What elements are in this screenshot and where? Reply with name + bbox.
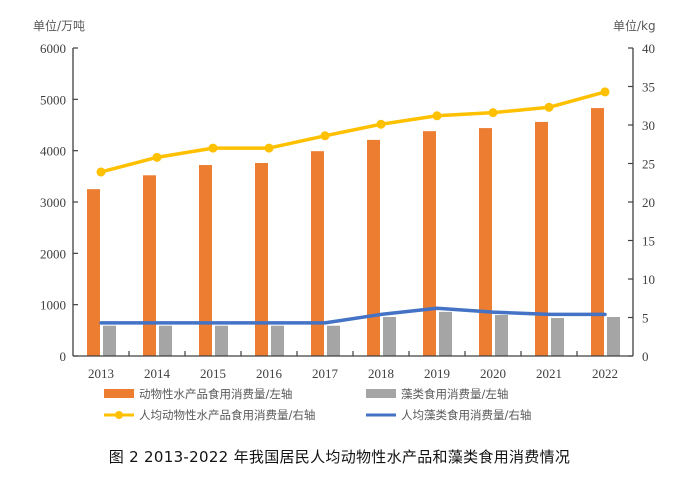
x-axis-tick-label: 2013 [88, 366, 114, 381]
bar-animal-aquatic [311, 151, 324, 356]
x-axis-tick-label: 2016 [256, 366, 283, 381]
legend: 动物性水产品食用消费量/左轴 藻类食用消费量/左轴人均动物性水产品食用消费量/右轴… [104, 387, 531, 422]
x-axis: 2013 2014 2015 2016 2017 2018 2019 2020 2021 2022 [73, 351, 633, 381]
legend-swatch-marker [115, 411, 123, 419]
x-axis-tick-label: 2021 [536, 366, 562, 381]
line-marker-per-capita-animal-aquatic [208, 143, 218, 153]
left-axis-tick-label: 4000 [40, 144, 66, 159]
left-axis-tick-label: 3000 [40, 195, 66, 210]
line-marker-per-capita-animal-aquatic [320, 131, 330, 141]
bar-algae [551, 318, 564, 356]
left-axis-unit-label: 单位/万吨 [33, 18, 85, 33]
bars [87, 108, 620, 356]
right-axis-tick-label: 0 [642, 349, 649, 364]
line-marker-per-capita-animal-aquatic [488, 108, 498, 118]
right-axis-tick-label: 15 [642, 234, 655, 249]
left-axis: 0 1000 2000 3000 4000 5000 6000 [40, 41, 78, 364]
line-per-capita-algae [99, 306, 607, 325]
bar-algae [159, 325, 172, 356]
bar-animal-aquatic [535, 121, 548, 356]
bar-algae [215, 325, 228, 356]
line-marker-per-capita-animal-aquatic [544, 102, 554, 112]
bar-algae [607, 316, 620, 356]
line-marker-per-capita-animal-aquatic [600, 87, 610, 97]
bar-algae [383, 316, 396, 356]
bar-algae [103, 325, 116, 356]
line-marker-per-capita-animal-aquatic [96, 167, 106, 177]
bar-algae [327, 325, 340, 356]
x-axis-tick-label: 2018 [368, 366, 394, 381]
x-axis-tick-label: 2014 [144, 366, 171, 381]
right-axis-tick-label: 20 [642, 195, 655, 210]
right-axis-tick-label: 10 [642, 272, 655, 287]
bar-animal-aquatic [367, 139, 380, 356]
bar-animal-aquatic [87, 189, 100, 356]
x-axis-tick-label: 2020 [480, 366, 506, 381]
right-axis-unit-label: 单位/kg [613, 18, 656, 33]
right-axis-tick-label: 40 [642, 41, 655, 56]
right-axis-tick-label: 30 [642, 118, 655, 133]
legend-swatch-bar [366, 389, 396, 398]
bar-animal-aquatic [199, 165, 212, 356]
line-marker-per-capita-animal-aquatic [376, 119, 386, 129]
lines [96, 87, 610, 325]
bar-animal-aquatic [423, 131, 436, 356]
right-axis-tick-label: 5 [642, 311, 649, 326]
x-axis-tick-label: 2022 [592, 366, 618, 381]
right-axis-tick-label: 25 [642, 157, 655, 172]
x-axis-tick-label: 2017 [312, 366, 339, 381]
bar-animal-aquatic [479, 128, 492, 356]
left-axis-tick-label: 5000 [40, 92, 66, 107]
legend-label: 动物性水产品食用消费量/左轴 [139, 387, 292, 401]
x-axis-tick-label: 2015 [200, 366, 226, 381]
right-axis-tick-label: 35 [642, 80, 655, 95]
line-marker-per-capita-animal-aquatic [152, 152, 162, 162]
legend-label: 人均动物性水产品食用消费量/右轴 [139, 408, 315, 422]
line-marker-per-capita-animal-aquatic [432, 111, 442, 121]
bar-algae [439, 311, 452, 356]
legend-swatch-bar [104, 389, 134, 398]
left-axis-tick-label: 2000 [40, 246, 66, 261]
bar-algae [271, 325, 284, 356]
left-axis-tick-label: 6000 [40, 41, 66, 56]
bar-animal-aquatic [591, 108, 604, 356]
legend-label: 藻类食用消费量/左轴 [401, 387, 508, 401]
line-marker-per-capita-animal-aquatic [264, 143, 274, 153]
bar-animal-aquatic [143, 175, 156, 356]
x-axis-tick-label: 2019 [424, 366, 450, 381]
left-axis-tick-label: 0 [60, 349, 67, 364]
figure-caption: 图 2 2013-2022 年我国居民人均动物性水产品和藻类食用消费情况 [108, 448, 571, 466]
bar-animal-aquatic [255, 162, 268, 356]
right-axis: 0 5 10 15 20 25 30 35 40 [628, 41, 655, 364]
line-per-capita-animal-aquatic [99, 90, 607, 174]
legend-label: 人均藻类食用消费量/右轴 [401, 408, 531, 422]
left-axis-tick-label: 1000 [40, 298, 66, 313]
bar-algae [495, 314, 508, 356]
